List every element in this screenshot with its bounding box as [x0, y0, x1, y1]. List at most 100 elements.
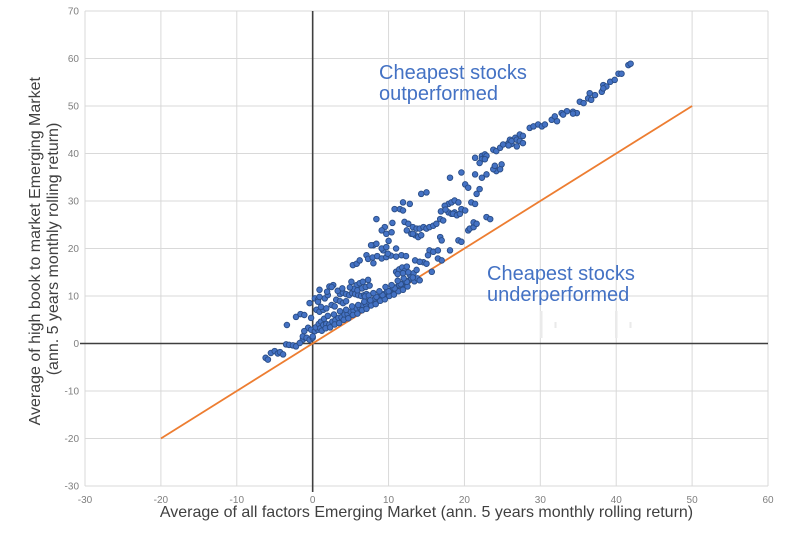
data-point — [383, 243, 390, 251]
data-point — [416, 258, 423, 266]
data-point — [370, 259, 377, 267]
data-point — [405, 269, 412, 276]
x-tick-label: 20 — [459, 495, 471, 506]
data-point — [367, 297, 374, 304]
data-point — [391, 205, 398, 213]
data-point — [331, 303, 338, 310]
data-point — [600, 85, 607, 92]
data-point — [423, 260, 430, 267]
data-point — [455, 199, 462, 206]
data-point — [519, 139, 527, 147]
data-point — [356, 257, 363, 264]
data-point — [519, 132, 527, 140]
data-point — [363, 305, 370, 313]
data-point — [551, 113, 559, 120]
y-axis-title-line1: Average of high book to market Emerging … — [27, 77, 44, 426]
data-point — [471, 171, 479, 178]
data-point — [392, 245, 400, 252]
annotation-outperformed: Cheapest stocks outperformed — [379, 63, 527, 105]
annotation-underperformed-line2: underperformed — [487, 284, 630, 306]
data-point — [342, 297, 350, 305]
annotation-underperformed: Cheapest stocks underperformed — [487, 264, 635, 306]
data-point — [458, 169, 465, 176]
data-point — [434, 247, 442, 254]
y-tick-label: 70 — [68, 7, 80, 18]
data-point — [476, 159, 483, 167]
data-point — [330, 311, 338, 318]
data-point — [335, 319, 343, 327]
x-tick-label: -30 — [78, 495, 93, 506]
data-point — [307, 314, 315, 322]
data-point — [324, 312, 332, 320]
data-point — [496, 165, 504, 173]
data-point — [316, 293, 323, 301]
data-point — [402, 252, 410, 260]
y-axis-tick-labels: -30 -20 -10 0 10 20 30 40 50 60 70 — [65, 7, 80, 493]
annotation-outperformed-line1: Cheapest stocks — [379, 62, 527, 84]
data-point — [591, 91, 599, 99]
data-point — [586, 89, 593, 97]
x-tick-label: 40 — [611, 495, 623, 506]
data-point — [505, 142, 512, 149]
data-point — [301, 311, 308, 319]
data-point — [580, 99, 587, 107]
data-point — [309, 333, 316, 340]
data-point — [473, 190, 480, 198]
data-point — [326, 324, 334, 331]
data-point — [438, 237, 445, 244]
y-axis-title: Average of high book to market Emerging … — [27, 73, 62, 426]
data-point — [367, 241, 375, 249]
data-point — [491, 162, 499, 170]
data-point — [406, 200, 414, 208]
data-point — [400, 275, 407, 282]
data-point — [348, 303, 356, 310]
data-point — [399, 207, 407, 214]
data-point — [473, 220, 480, 228]
data-point — [292, 313, 300, 321]
data-point — [446, 247, 454, 254]
scatter-points — [262, 60, 634, 363]
x-tick-label: -10 — [230, 495, 245, 506]
data-point — [328, 283, 335, 291]
data-point — [383, 230, 390, 238]
data-point — [317, 303, 325, 311]
data-point — [354, 310, 361, 317]
data-point — [283, 321, 291, 329]
data-point — [486, 215, 494, 223]
data-point — [471, 154, 479, 162]
y-axis-title-line2: (ann. 5 years monthly rolling return) — [45, 123, 62, 376]
data-point — [399, 199, 407, 206]
data-point — [618, 70, 625, 77]
data-point — [423, 189, 430, 196]
data-point — [348, 278, 355, 286]
data-point — [336, 307, 344, 315]
annotation-underperformed-line1: Cheapest stocks — [487, 263, 635, 285]
x-axis-tick-labels: -30 -20 -10 0 10 20 30 40 50 60 — [78, 495, 774, 506]
data-point — [345, 315, 352, 322]
data-point — [399, 269, 407, 277]
data-point — [323, 288, 331, 295]
y-tick-label: 20 — [68, 244, 80, 255]
data-point — [342, 306, 350, 314]
faint-artifact-marks — [540, 311, 632, 338]
data-point — [416, 277, 423, 284]
data-point — [611, 76, 618, 84]
y-tick-label: 50 — [68, 102, 80, 113]
data-point — [476, 185, 483, 193]
y-tick-label: -10 — [65, 387, 80, 398]
data-point — [388, 281, 395, 289]
data-point — [413, 266, 420, 274]
y-tick-label: 0 — [73, 339, 79, 350]
data-point — [392, 253, 400, 260]
data-point — [385, 237, 392, 245]
axis-zero-lines — [80, 11, 768, 492]
data-point — [361, 298, 368, 305]
data-point — [481, 155, 489, 163]
data-point — [513, 143, 521, 150]
data-point — [409, 274, 417, 281]
x-tick-label: 0 — [310, 495, 316, 506]
y-tick-label: 10 — [68, 292, 80, 303]
data-point — [382, 283, 389, 291]
